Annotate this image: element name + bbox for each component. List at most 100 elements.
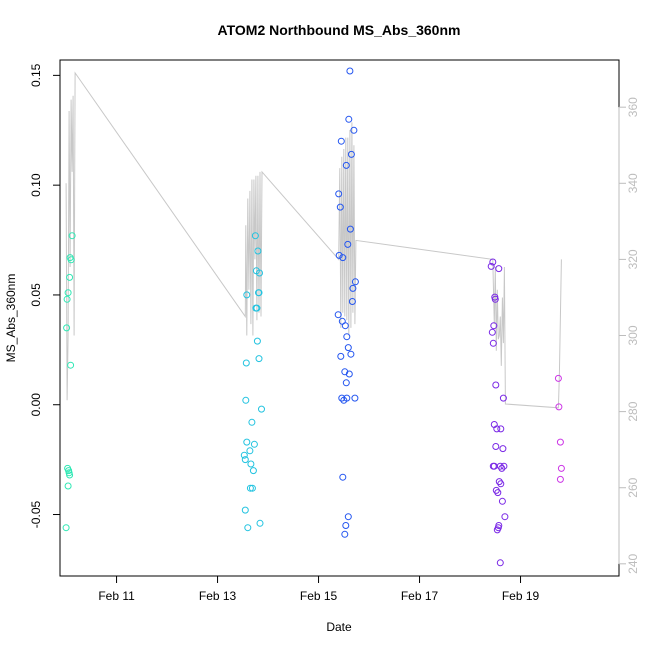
data-point-series-3 bbox=[338, 394, 346, 402]
scatter-points bbox=[62, 67, 565, 567]
y-tick-label: 0.10 bbox=[29, 173, 43, 197]
data-point-series-4 bbox=[493, 526, 501, 534]
data-point-series-3 bbox=[338, 317, 346, 325]
x-tick-label: Feb 11 bbox=[98, 589, 135, 603]
data-point-series-4 bbox=[496, 559, 504, 567]
data-point-series-1 bbox=[66, 471, 74, 479]
y-tick-label: 0.05 bbox=[29, 283, 43, 307]
data-point-series-4 bbox=[497, 480, 505, 488]
data-point-series-3 bbox=[339, 254, 347, 262]
data-point-series-2 bbox=[250, 440, 258, 448]
data-point-series-2 bbox=[246, 484, 254, 492]
data-point-series-3 bbox=[343, 333, 351, 341]
data-point-series-5 bbox=[556, 475, 564, 483]
data-point-series-3 bbox=[345, 115, 353, 123]
data-point-series-2 bbox=[248, 418, 256, 426]
data-point-series-4 bbox=[498, 464, 506, 472]
data-point-series-4 bbox=[499, 445, 507, 453]
data-point-series-3 bbox=[351, 278, 359, 286]
data-point-series-1 bbox=[62, 524, 70, 532]
data-point-series-2 bbox=[246, 447, 254, 455]
y2-tick-label: 260 bbox=[626, 477, 640, 497]
data-point-series-5 bbox=[557, 464, 565, 472]
data-point-series-2 bbox=[248, 484, 256, 492]
y2-tick-label: 360 bbox=[626, 97, 640, 117]
data-point-series-2 bbox=[244, 524, 252, 532]
y2-tick-label: 340 bbox=[626, 173, 640, 193]
data-point-series-1 bbox=[64, 289, 72, 297]
data-point-series-4 bbox=[498, 497, 506, 505]
data-point-series-1 bbox=[67, 361, 75, 369]
x-tick-label: Feb 17 bbox=[401, 589, 439, 603]
y-tick-label: 0.00 bbox=[29, 393, 43, 417]
y2-tick-label: 300 bbox=[626, 325, 640, 345]
data-point-series-2 bbox=[243, 291, 251, 299]
data-point-series-2 bbox=[256, 269, 263, 277]
data-point-series-2 bbox=[249, 467, 257, 475]
data-point-series-1 bbox=[64, 482, 72, 490]
data-point-series-4 bbox=[487, 262, 495, 270]
data-point-series-3 bbox=[341, 322, 349, 330]
data-point-series-3 bbox=[337, 137, 345, 145]
data-point-series-4 bbox=[497, 425, 505, 433]
y-axis-right: 240 260 280 300 320 340 360 bbox=[618, 97, 640, 574]
data-point-series-3 bbox=[346, 67, 354, 75]
y2-tick-label: 280 bbox=[626, 401, 640, 421]
chart-title: ATOM2 Northbound MS_Abs_360nm bbox=[218, 22, 461, 38]
data-point-series-3 bbox=[340, 396, 348, 404]
data-point-series-3 bbox=[344, 344, 352, 352]
x-tick-label: Feb 13 bbox=[199, 589, 237, 603]
x-axis: Feb 11 Feb 13 Feb 15 Feb 17 Feb 19 bbox=[98, 575, 540, 603]
line-series bbox=[65, 71, 562, 409]
data-point-series-3 bbox=[339, 473, 347, 481]
data-point-series-3 bbox=[344, 513, 352, 521]
y-tick-label: 0.15 bbox=[29, 63, 43, 87]
data-point-series-3 bbox=[345, 370, 353, 378]
x-tick-label: Feb 15 bbox=[300, 589, 338, 603]
data-point-series-2 bbox=[255, 289, 262, 297]
data-point-series-3 bbox=[349, 284, 357, 292]
data-point-series-3 bbox=[341, 530, 349, 538]
y2-tick-label: 240 bbox=[626, 553, 640, 573]
data-point-series-2 bbox=[256, 519, 264, 527]
data-point-series-4 bbox=[489, 339, 497, 347]
data-point-series-3 bbox=[335, 190, 343, 198]
data-point-series-2 bbox=[254, 247, 262, 255]
y-axis-label: MS_Abs_360nm bbox=[4, 274, 18, 363]
data-point-series-3 bbox=[344, 240, 352, 248]
data-point-series-5 bbox=[555, 403, 563, 411]
data-point-series-3 bbox=[337, 352, 345, 360]
x-axis-label: Date bbox=[326, 620, 352, 634]
data-point-series-2 bbox=[240, 451, 248, 459]
data-point-series-1 bbox=[68, 232, 76, 240]
data-point-series-1 bbox=[66, 273, 74, 281]
y-axis-left: -0.05 0.00 0.05 0.10 0.15 bbox=[29, 63, 61, 529]
data-point-series-4 bbox=[499, 394, 507, 402]
data-point-series-4 bbox=[492, 381, 500, 389]
data-point-series-4 bbox=[495, 265, 503, 273]
data-point-series-1 bbox=[67, 256, 75, 264]
data-point-series-4 bbox=[500, 462, 508, 470]
data-point-series-1 bbox=[63, 324, 71, 332]
data-point-series-3 bbox=[347, 150, 355, 158]
data-point-series-2 bbox=[242, 359, 250, 367]
y2-tick-label: 320 bbox=[626, 249, 640, 269]
data-point-series-2 bbox=[253, 337, 261, 345]
data-point-series-2 bbox=[241, 456, 249, 464]
data-point-series-4 bbox=[489, 258, 497, 266]
data-point-series-3 bbox=[346, 225, 354, 233]
data-point-series-4 bbox=[490, 322, 498, 330]
data-point-series-4 bbox=[488, 328, 496, 336]
data-point-series-5 bbox=[556, 438, 564, 446]
data-point-series-3 bbox=[342, 522, 350, 529]
data-point-series-2 bbox=[251, 232, 259, 240]
data-point-series-3 bbox=[351, 394, 359, 402]
y-tick-label: -0.05 bbox=[29, 501, 43, 529]
x-tick-label: Feb 19 bbox=[502, 589, 540, 603]
series-line bbox=[65, 71, 562, 409]
data-point-series-2 bbox=[258, 405, 265, 413]
plot-frame bbox=[59, 59, 620, 577]
data-point-series-3 bbox=[334, 311, 342, 319]
data-point-series-4 bbox=[491, 295, 499, 303]
